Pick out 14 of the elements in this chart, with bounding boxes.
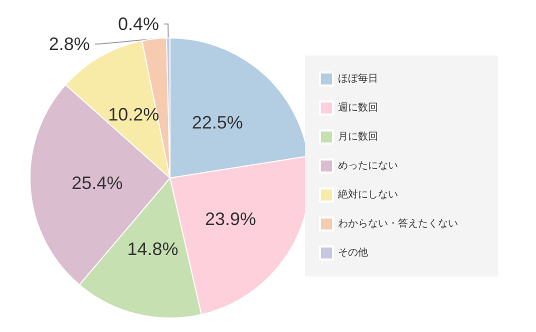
- legend-label: ほぼ毎日: [338, 72, 378, 84]
- data-label: 23.9%: [204, 208, 256, 229]
- legend-label: 月に数回: [338, 132, 378, 142]
- legend-label: その他: [338, 246, 368, 258]
- data-label: 2.8%: [48, 34, 90, 54]
- legend-label: 週に数回: [338, 102, 378, 114]
- legend-label: 絶対にしない: [337, 188, 398, 200]
- legend-label: めったにない: [338, 160, 398, 172]
- data-label: 0.4%: [118, 14, 160, 34]
- data-label: 22.5%: [192, 112, 243, 132]
- data-label: 10.2%: [108, 104, 160, 125]
- data-label: 14.8%: [127, 238, 178, 259]
- legend-label: わからない・答えたくない: [338, 218, 458, 230]
- data-label: 25.4%: [72, 173, 123, 194]
